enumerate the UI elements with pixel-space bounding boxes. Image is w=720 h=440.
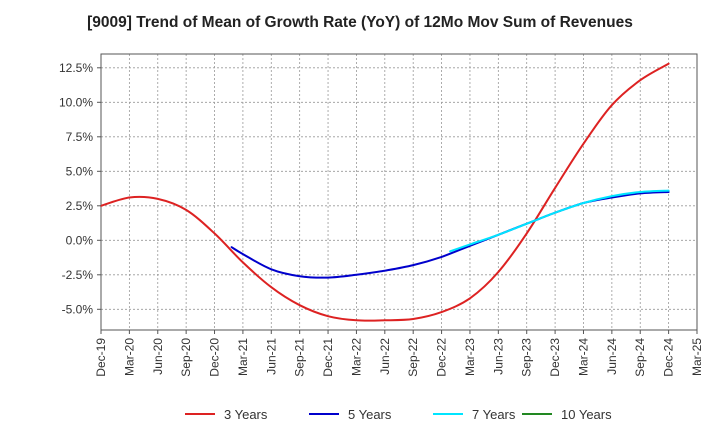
x-tick-label: Dec-22 [435,338,449,377]
x-tick-label: Sep-24 [633,338,647,377]
x-tick-label: Mar-22 [349,338,363,376]
x-tick-label: Sep-22 [406,338,420,377]
legend-label-5-years: 5 Years [348,407,392,422]
legend-label-7-years: 7 Years [472,407,516,422]
x-tick-label: Dec-23 [548,338,562,377]
legend-label-3-years: 3 Years [224,407,268,422]
chart-title: [9009] Trend of Mean of Growth Rate (YoY… [87,14,633,31]
x-tick-label: Mar-25 [690,338,704,376]
x-tick-label: Jun-21 [264,338,278,375]
x-tick-label: Sep-23 [520,338,534,377]
x-tick-label: Jun-20 [151,338,165,375]
x-tick-label: Dec-24 [662,338,676,377]
series-line-3-years [100,62,670,322]
x-tick-label: Jun-24 [605,338,619,375]
y-tick-label: 12.5% [59,61,93,75]
y-tick-label: 10.0% [59,95,93,109]
y-tick-label: 2.5% [66,199,94,213]
y-tick-label: -5.0% [62,302,94,316]
x-tick-label: Sep-20 [179,338,193,377]
x-tick-label: Mar-21 [236,338,250,376]
y-tick-label: -2.5% [62,268,94,282]
x-tick-label: Dec-21 [321,338,335,377]
x-tick-label: Mar-24 [576,338,590,376]
x-tick-label: Dec-20 [208,338,222,377]
x-tick-label: Dec-19 [94,338,108,377]
x-tick-label: Mar-20 [122,338,136,376]
series-line-7-years [449,189,670,253]
legend-label-10-years: 10 Years [561,407,612,422]
plot-border [100,53,698,331]
y-tick-label: 5.0% [66,164,94,178]
x-tick-label: Sep-21 [293,338,307,377]
y-tick-label: 0.0% [66,233,94,247]
x-tick-label: Mar-23 [463,338,477,376]
y-tick-label: 7.5% [66,130,94,144]
plot-area [101,54,697,330]
x-tick-label: Jun-23 [491,338,505,375]
x-tick-label: Jun-22 [378,338,392,375]
